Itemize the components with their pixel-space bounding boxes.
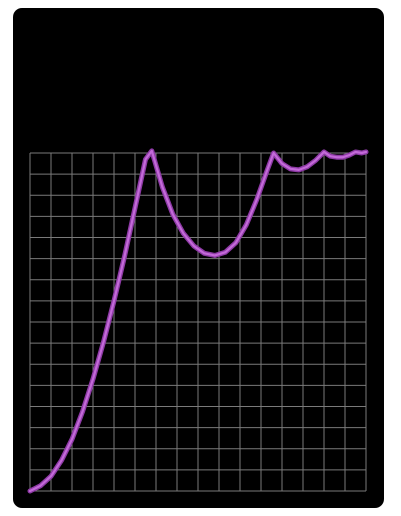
line-chart: [27, 148, 369, 494]
grid: [29, 152, 367, 492]
chart-card: [13, 8, 384, 508]
series-group: [27, 148, 369, 494]
series-line: [28, 149, 368, 493]
